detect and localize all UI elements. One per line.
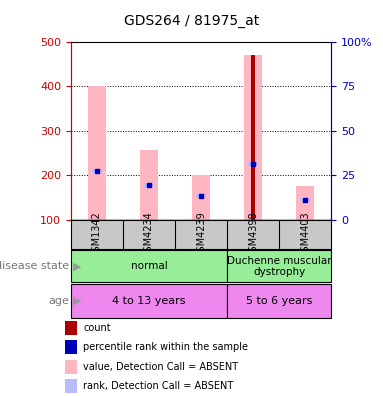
- Bar: [192, 175, 210, 220]
- Bar: [140, 150, 158, 220]
- Text: 4 to 13 years: 4 to 13 years: [112, 296, 186, 306]
- Text: rank, Detection Call = ABSENT: rank, Detection Call = ABSENT: [83, 381, 233, 391]
- Bar: [251, 55, 255, 220]
- Text: 5 to 6 years: 5 to 6 years: [246, 296, 313, 306]
- Bar: [65, 379, 77, 393]
- Bar: [248, 162, 258, 166]
- Text: ▶: ▶: [73, 296, 81, 306]
- Text: GSM4403: GSM4403: [300, 211, 310, 258]
- Text: value, Detection Call = ABSENT: value, Detection Call = ABSENT: [83, 362, 238, 372]
- Text: GSM4239: GSM4239: [196, 211, 206, 258]
- Bar: [65, 341, 77, 354]
- Bar: [300, 198, 310, 202]
- Text: GSM4398: GSM4398: [248, 211, 258, 258]
- Bar: [296, 187, 314, 220]
- Bar: [71, 284, 227, 318]
- Text: disease state: disease state: [0, 261, 69, 271]
- Bar: [65, 321, 77, 335]
- Text: count: count: [83, 323, 111, 333]
- Bar: [244, 55, 262, 220]
- Text: GSM1342: GSM1342: [92, 211, 102, 258]
- Bar: [144, 183, 154, 187]
- Text: ▶: ▶: [73, 261, 81, 271]
- Bar: [196, 194, 206, 198]
- Bar: [227, 284, 331, 318]
- Bar: [92, 169, 102, 173]
- Bar: [71, 250, 227, 282]
- Text: age: age: [48, 296, 69, 306]
- Text: Duchenne muscular
dystrophy: Duchenne muscular dystrophy: [227, 255, 332, 277]
- Bar: [65, 360, 77, 373]
- Text: GSM4234: GSM4234: [144, 211, 154, 258]
- Text: normal: normal: [131, 261, 167, 271]
- Text: percentile rank within the sample: percentile rank within the sample: [83, 343, 248, 352]
- Text: GDS264 / 81975_at: GDS264 / 81975_at: [124, 14, 259, 28]
- Bar: [227, 250, 331, 282]
- Bar: [88, 86, 106, 220]
